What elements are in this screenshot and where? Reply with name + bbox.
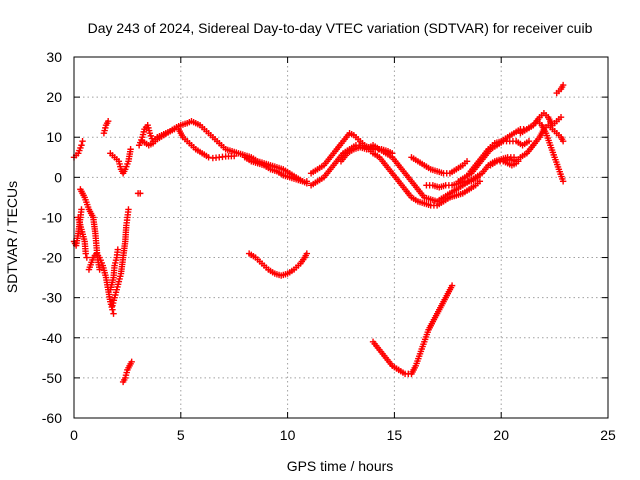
series-arc-15: [241, 154, 311, 187]
data-point: [125, 206, 132, 213]
data-point: [83, 254, 91, 261]
series-arc-26: [500, 158, 522, 169]
y-tick-label: -60: [42, 410, 62, 426]
series-arc-27: [517, 117, 567, 185]
x-tick-label: 10: [280, 427, 296, 443]
y-tick-label: 30: [46, 49, 62, 65]
series-arc-24: [465, 109, 565, 177]
series-arc-20: [369, 282, 456, 378]
data-point: [525, 138, 533, 145]
data-point: [127, 146, 134, 153]
plot-frame: [73, 56, 609, 419]
x-tick-labels: 0 5 10 15 20 25: [70, 427, 616, 443]
y-tick-label: 10: [46, 129, 62, 145]
series-arc-11: [134, 190, 144, 197]
x-tick-label: 0: [70, 427, 78, 443]
y-tick-labels: 30 20 10 0 -10 -20 -30 -40 -50 -60: [42, 49, 62, 426]
y-tick-label: -20: [42, 250, 62, 266]
data-point: [476, 178, 484, 185]
data-point: [78, 142, 85, 149]
data-point: [463, 158, 471, 165]
data-point: [137, 190, 144, 197]
series-arc-3: [75, 214, 91, 261]
data-points: [70, 81, 567, 386]
data-point: [515, 158, 522, 165]
data-point: [104, 117, 112, 125]
series-arc-19: [337, 142, 518, 205]
series-arc-8: [100, 117, 112, 137]
series-arc-9: [107, 146, 134, 177]
series-arc-25: [487, 121, 567, 169]
data-point: [559, 138, 567, 145]
data-point: [78, 206, 85, 213]
data-point: [559, 81, 567, 89]
x-tick-label: 15: [387, 427, 403, 443]
data-point: [448, 282, 456, 289]
data-point: [474, 174, 481, 181]
series-arc-28: [553, 81, 567, 97]
x-tick-label: 5: [177, 427, 185, 443]
data-point: [110, 310, 117, 317]
series-arc-5: [85, 250, 117, 317]
y-tick-label: -10: [42, 209, 62, 225]
chart-title: Day 243 of 2024, Sidereal Day-to-day VTE…: [88, 20, 593, 36]
data-point: [82, 250, 89, 257]
y-tick-label: 0: [54, 169, 62, 185]
y-axis-title: SDTVAR / TECUs: [4, 181, 20, 293]
series-arc-4: [77, 186, 103, 273]
y-tick-label: -30: [42, 290, 62, 306]
y-tick-label: -40: [42, 330, 62, 346]
series-arc-14: [209, 152, 238, 162]
data-point: [303, 250, 311, 257]
y-tick-label: 20: [46, 89, 62, 105]
data-point: [205, 154, 212, 161]
data-point: [128, 358, 135, 366]
y-tick-label: -50: [42, 370, 62, 386]
data-point: [79, 138, 86, 145]
data-point: [96, 266, 103, 273]
series-arc-7: [109, 206, 132, 309]
grid-lines: [74, 57, 608, 418]
data-point: [231, 152, 238, 160]
x-tick-label: 25: [600, 427, 616, 443]
x-axis-title: GPS time / hours: [287, 458, 394, 474]
data-point: [114, 246, 121, 253]
series-arc-6: [107, 246, 121, 293]
x-tick-label: 20: [493, 427, 509, 443]
data-point: [557, 113, 565, 121]
data-point: [559, 178, 567, 185]
series-arc-21: [408, 154, 471, 177]
series-arc-10: [119, 358, 135, 386]
series-arc-16: [245, 250, 311, 279]
data-point: [303, 180, 311, 187]
